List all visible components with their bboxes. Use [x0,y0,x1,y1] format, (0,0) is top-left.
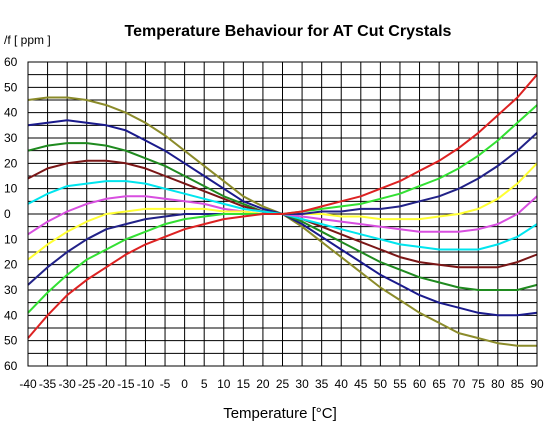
plot-frame [27,61,538,367]
x-tick-label: 65 [432,377,446,391]
x-axis-label: Temperature [°C] [223,405,337,422]
y-tick-label: 0 [4,207,11,221]
y-tick-label: 60 [4,55,18,69]
x-tick-label: 45 [354,377,368,391]
y-tick-labels: 60 50 40 30 20 10 0 10 20 30 40 50 60 [4,55,18,373]
chart-title: Temperature Behaviour for AT Cut Crystal… [125,23,452,40]
x-tick-label: -5 [160,377,171,391]
y-tick-label: 40 [4,308,18,322]
x-tick-label: 70 [452,377,466,391]
y-tick-label: 50 [4,80,18,94]
x-tick-label: 0 [181,377,188,391]
x-tick-label: -40 [19,377,37,391]
x-tick-label: 10 [217,377,231,391]
y-tick-label: 60 [4,359,18,373]
x-tick-label: -35 [39,377,57,391]
x-tick-label: -30 [58,377,76,391]
x-tick-label: 55 [393,377,407,391]
y-tick-label: 40 [4,106,18,120]
x-tick-label: 5 [201,377,208,391]
y-axis-label: /f [ ppm ] [4,33,51,47]
x-tick-label: -15 [117,377,135,391]
x-tick-label: 75 [472,377,486,391]
y-tick-label: 10 [4,182,18,196]
x-tick-labels: -40 -35 -30 -25 -20 -15 -10 -5 0 5 10 15 20 25 30 35 40 4… [19,377,544,391]
x-tick-label: -10 [137,377,155,391]
x-tick-label: 80 [491,377,505,391]
x-tick-label: -20 [98,377,116,391]
x-tick-label: 50 [374,377,388,391]
x-tick-label: 20 [256,377,270,391]
y-tick-label: 10 [4,232,18,246]
series-lines [27,74,538,347]
x-tick-label: 90 [530,377,544,391]
x-tick-label: -25 [78,377,96,391]
x-tick-label: 40 [335,377,349,391]
x-tick-label: 15 [237,377,251,391]
y-tick-label: 30 [4,131,18,145]
y-tick-label: 20 [4,156,18,170]
x-tick-label: 60 [413,377,427,391]
x-tick-label: 35 [315,377,329,391]
y-tick-label: 50 [4,334,18,348]
x-tick-label: 85 [511,377,525,391]
x-tick-label: 25 [276,377,290,391]
series-line-10 [27,74,538,339]
x-tick-label: 30 [295,377,309,391]
y-tick-label: 20 [4,258,18,272]
y-tick-label: 30 [4,283,18,297]
